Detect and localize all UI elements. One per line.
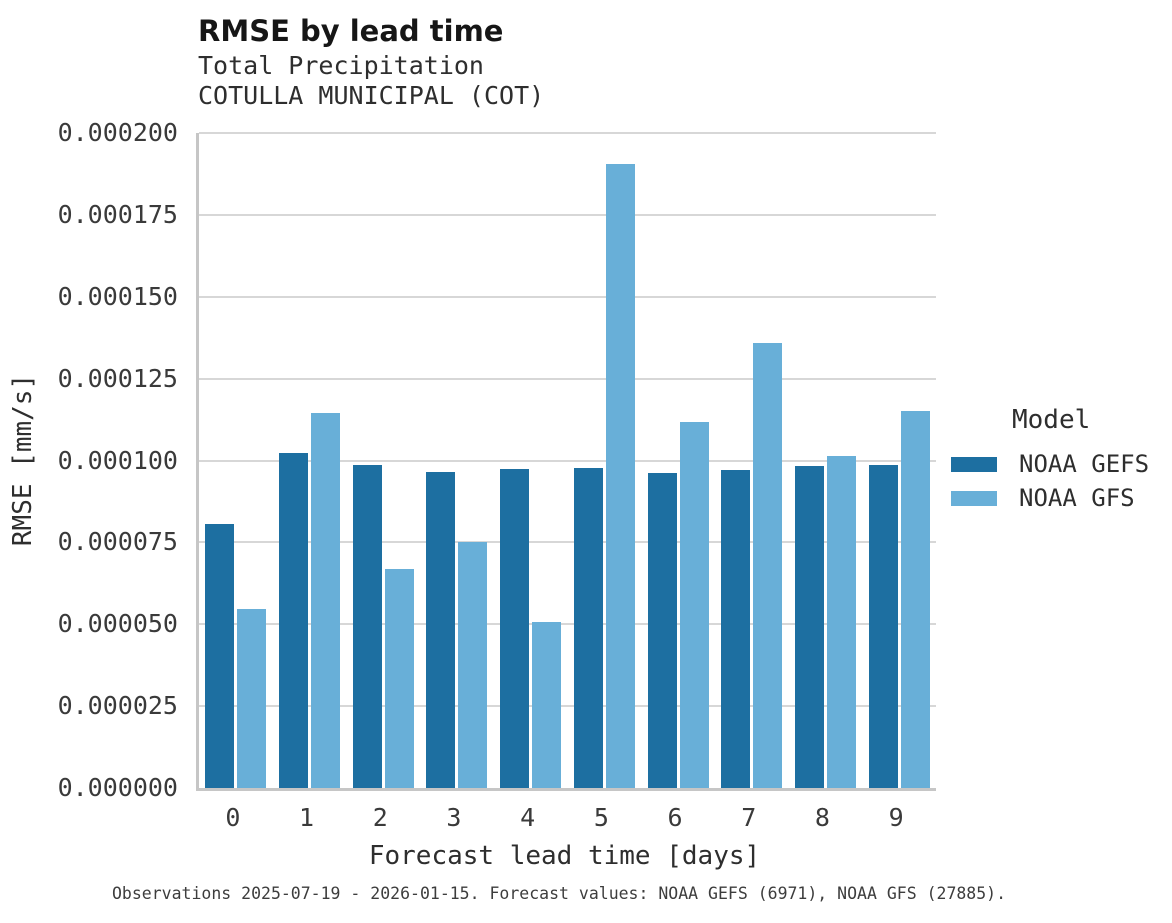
- bar-group-day-3: [420, 133, 494, 788]
- bar-noaa-gfs-day-5: [605, 163, 635, 788]
- bar-noaa-gfs-day-3: [458, 542, 488, 788]
- bar-group-day-1: [273, 133, 347, 788]
- bar-noaa-gefs-day-4: [500, 469, 530, 788]
- bar-group-day-2: [346, 133, 420, 788]
- x-axis-label: Forecast lead time [days]: [368, 841, 761, 871]
- bar-noaa-gfs-day-8: [826, 455, 856, 788]
- bar-noaa-gfs-day-6: [679, 421, 709, 788]
- bar-noaa-gfs-day-2: [384, 569, 414, 788]
- gridline: [199, 295, 936, 298]
- gridline: [199, 705, 936, 708]
- bar-group-day-4: [494, 133, 568, 788]
- x-tick-label: 8: [814, 803, 830, 832]
- gridline: [199, 459, 936, 462]
- bar-noaa-gefs-day-6: [647, 472, 677, 788]
- y-tick-label: 0.000175: [57, 199, 178, 229]
- gridline: [199, 377, 936, 380]
- legend-title: Model: [1012, 405, 1091, 435]
- bar-group-day-8: [789, 133, 863, 788]
- bar-noaa-gfs-day-7: [753, 342, 783, 788]
- bar-noaa-gefs-day-3: [426, 471, 456, 788]
- x-tick-label: 7: [741, 803, 757, 832]
- caption: Observations 2025-07-19 - 2026-01-15. Fo…: [112, 884, 1007, 903]
- y-tick-label: 0.000075: [57, 527, 178, 557]
- chart-subtitle-station: COTULLA MUNICIPAL (COT): [198, 81, 545, 110]
- bar-noaa-gefs-day-0: [205, 524, 235, 788]
- chart-title: RMSE by lead time: [198, 14, 504, 48]
- plot-area: [196, 132, 936, 791]
- chart-subtitle-variable: Total Precipitation: [198, 51, 484, 80]
- x-tick-label: 3: [446, 803, 462, 832]
- y-tick-label: 0.000200: [57, 118, 178, 147]
- x-tick-label: 2: [372, 803, 388, 832]
- y-tick-label: 0.000050: [57, 609, 178, 639]
- legend-swatch: [951, 456, 997, 472]
- bar-group-day-5: [568, 133, 642, 788]
- bar-noaa-gefs-day-8: [794, 465, 824, 788]
- x-tick-label: 9: [888, 803, 904, 832]
- legend-label: NOAA GEFS: [1019, 450, 1150, 478]
- x-tick-label: 6: [667, 803, 683, 832]
- bar-noaa-gfs-day-1: [311, 413, 341, 788]
- bar-noaa-gefs-day-2: [352, 465, 382, 788]
- bar-noaa-gefs-day-7: [721, 470, 751, 788]
- y-tick-label: 0.000125: [57, 363, 178, 393]
- legend: Model NOAA GEFS NOAA GFS: [951, 405, 1149, 515]
- bar-noaa-gefs-day-1: [279, 453, 309, 788]
- y-tick-label: 0.000000: [57, 773, 178, 802]
- legend-label: NOAA GFS: [1019, 484, 1135, 512]
- gridline: [199, 132, 936, 134]
- x-tick-label: 1: [299, 803, 315, 832]
- bars-layer: [199, 133, 936, 788]
- x-tick-label: 5: [593, 803, 609, 832]
- y-tick-label: 0.000025: [57, 691, 178, 721]
- bar-group-day-9: [862, 133, 936, 788]
- legend-entry-noaa-gfs: NOAA GFS: [951, 481, 1149, 515]
- legend-entries: NOAA GEFS NOAA GFS: [951, 447, 1149, 515]
- legend-swatch: [951, 490, 997, 506]
- bar-group-day-0: [199, 133, 273, 788]
- bar-group-day-7: [715, 133, 789, 788]
- bar-noaa-gfs-day-4: [532, 622, 562, 788]
- legend-entry-noaa-gefs: NOAA GEFS: [951, 447, 1149, 481]
- bar-noaa-gefs-day-9: [868, 465, 898, 788]
- bar-noaa-gfs-day-9: [900, 411, 930, 788]
- y-tick-label: 0.000100: [57, 445, 178, 475]
- x-tick-label: 0: [225, 803, 241, 832]
- bar-group-day-6: [641, 133, 715, 788]
- gridline: [199, 541, 936, 544]
- bar-noaa-gfs-day-0: [237, 608, 267, 788]
- gridline: [199, 213, 936, 216]
- x-tick-label: 4: [520, 803, 536, 832]
- bar-noaa-gefs-day-5: [573, 467, 603, 788]
- y-tick-label: 0.000150: [57, 281, 178, 311]
- gridline: [199, 623, 936, 626]
